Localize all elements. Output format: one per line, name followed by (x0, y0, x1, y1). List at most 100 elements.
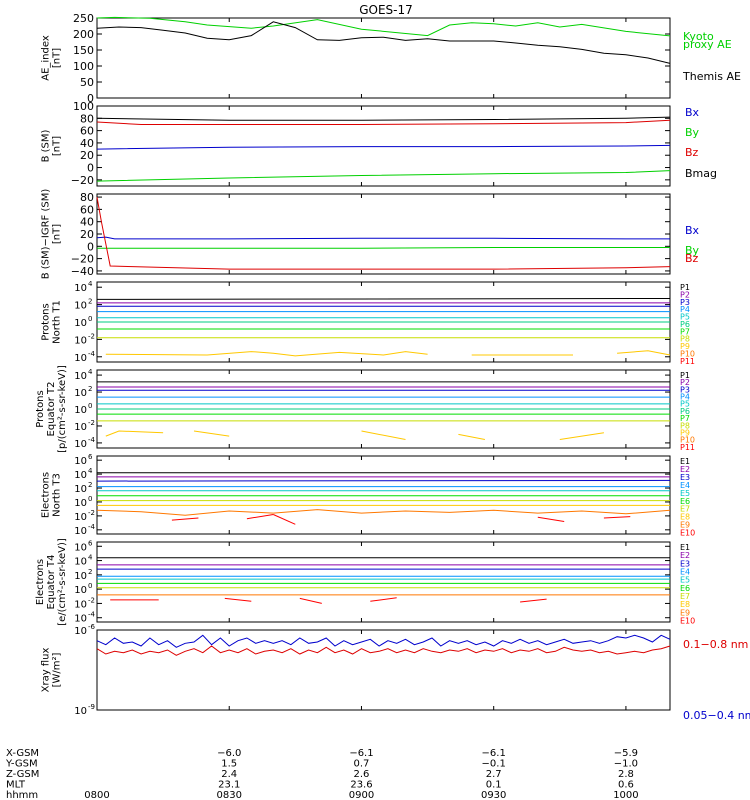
x-row-value: 1.5 (221, 759, 237, 770)
y-tick-exponent: -4 (88, 350, 96, 358)
legend-entry: By (685, 244, 700, 257)
x-row-value: −6.1 (349, 748, 373, 759)
y-axis-label: AE_index [nT] (41, 35, 63, 81)
panel-frame (96, 17, 671, 99)
legend-entry: Bx (685, 106, 700, 119)
legend-entry: Kyoto (683, 30, 714, 43)
y-tick-label: 10 (74, 283, 87, 294)
y-tick-exponent: 4 (88, 368, 93, 376)
y-tick-label: 60 (80, 125, 94, 138)
series-line (603, 516, 631, 519)
y-tick-label: 0 (87, 162, 94, 175)
y-tick-label: 10 (74, 388, 87, 399)
series-line (96, 116, 671, 121)
legend-entry: P11 (680, 443, 695, 452)
y-axis-label: Protons Equator T2 [p/(cm²-s-sr-keV)] (35, 365, 68, 453)
x-row-value: −6.1 (482, 748, 506, 759)
y-tick-exponent: 0 (88, 495, 92, 503)
legend-entry: E1 (680, 457, 690, 466)
y-tick-label: 10 (74, 405, 87, 416)
y-tick-exponent: 4 (88, 280, 93, 288)
legend-entry: E8 (680, 513, 690, 522)
y-tick-exponent: 6 (88, 453, 93, 461)
y-tick-exponent: 0 (88, 582, 92, 590)
series-line (617, 350, 671, 356)
legend-entry: E6 (680, 584, 690, 593)
series-line (97, 247, 670, 249)
series-line (105, 351, 428, 357)
y-tick-exponent: 2 (88, 568, 92, 576)
x-row-value: 0.6 (618, 780, 634, 791)
y-tick-label: 250 (73, 12, 94, 25)
y-label-line: [nT] (52, 224, 63, 244)
y-tick-label: 10 (74, 301, 87, 312)
y-axis-label: Electrons North T3 (41, 472, 63, 518)
y-tick-label: 10 (74, 371, 87, 382)
y-tick-exponent: -2 (88, 419, 95, 427)
legend-entry: E3 (680, 559, 690, 568)
legend-entry: E8 (680, 600, 690, 609)
y-axis-label: Xray flux [W/m²] (41, 648, 63, 693)
y-tick-label: −40 (71, 265, 94, 278)
y-label-line: [e/(cm²-s-sr-keV)] (57, 538, 68, 626)
legend-entry: P4 (680, 393, 690, 402)
legend-entry: E7 (680, 505, 690, 514)
y-label-line: Equator T2 (46, 382, 57, 437)
y-tick-label: 10 (74, 526, 87, 537)
y-tick-label: 50 (80, 76, 94, 89)
legend-entry: 0.05−0.4 nm (683, 709, 750, 722)
y-tick-label: 10 (74, 353, 87, 364)
legend-entry: Bx (685, 224, 700, 237)
x-row-value: 1000 (613, 790, 638, 800)
legend-entry: P11 (680, 357, 695, 366)
y-tick-exponent: -2 (88, 332, 95, 340)
legend-entry: E10 (680, 617, 695, 626)
legend-entry: P10 (680, 349, 695, 358)
legend-entry: P1 (680, 371, 690, 380)
legend-entry: E7 (680, 592, 690, 601)
x-row-value: 0.7 (354, 759, 370, 770)
y-tick-label: −20 (71, 253, 94, 266)
series-line (96, 16, 671, 37)
series-line (370, 597, 397, 602)
y-tick-label: 10 (74, 571, 87, 582)
series-line (361, 430, 406, 440)
y-tick-exponent: 4 (88, 467, 93, 475)
legend-entry: P9 (680, 428, 690, 437)
legend-entry: By (685, 126, 700, 139)
y-tick-exponent: -4 (88, 611, 96, 619)
y-tick-label: 10 (74, 456, 87, 467)
panel-frame (96, 105, 671, 187)
y-tick-label: 10 (74, 599, 87, 610)
legend-entry: E5 (680, 576, 690, 585)
y-tick-label: 40 (80, 137, 94, 150)
panel-frame (96, 455, 671, 535)
legend-entry: P6 (680, 320, 690, 329)
legend-entry: E10 (680, 529, 695, 538)
y-tick-label: 10 (74, 512, 87, 523)
series-line (96, 144, 671, 150)
series-line (96, 21, 671, 64)
y-tick-exponent: 2 (88, 298, 92, 306)
y-axis-label: Protons North T1 (41, 300, 63, 344)
y-label-line: Equator T4 (46, 555, 57, 610)
y-tick-label: 10 (74, 542, 87, 553)
y-tick-label: 10 (74, 626, 87, 637)
y-tick-label: 100 (73, 100, 94, 113)
y-tick-label: 150 (73, 44, 94, 57)
legend-entry: E5 (680, 489, 690, 498)
panel-frame (96, 541, 671, 623)
legend-entry: proxy AE (683, 38, 732, 51)
y-tick-exponent: 2 (88, 385, 92, 393)
series-line (96, 197, 671, 270)
x-row-value: 0.1 (486, 780, 502, 791)
x-row-value: 0900 (349, 790, 374, 800)
y-label-line: [p/(cm²-s-sr-keV)] (57, 365, 68, 453)
panel-frame (96, 193, 671, 275)
series-line (96, 119, 671, 125)
x-row-value: 0800 (84, 790, 109, 800)
series-line (299, 597, 322, 604)
x-row-value: 2.4 (221, 769, 237, 780)
